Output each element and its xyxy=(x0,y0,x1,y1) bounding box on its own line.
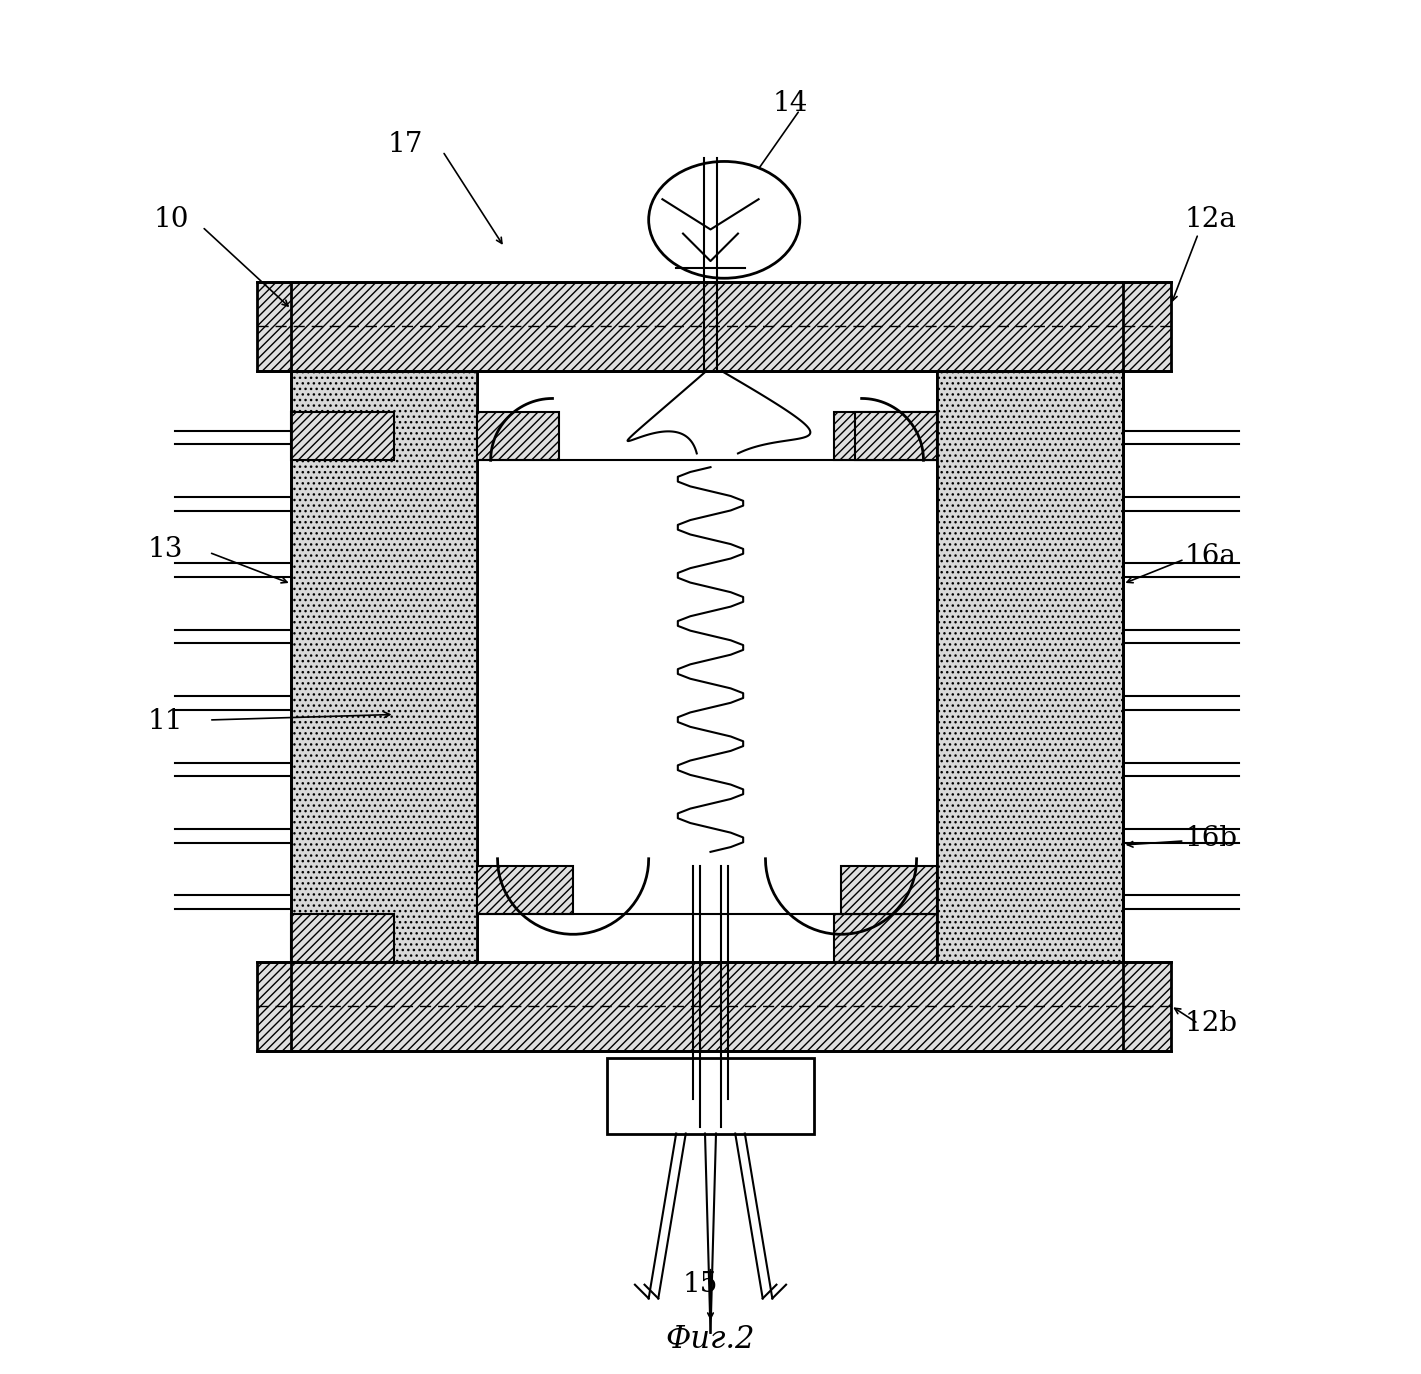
Text: 16b: 16b xyxy=(1185,824,1238,852)
Bar xyxy=(291,914,395,962)
Text: 10: 10 xyxy=(153,206,189,234)
Text: 15: 15 xyxy=(684,1271,719,1298)
Text: 13: 13 xyxy=(148,536,182,563)
Text: 17: 17 xyxy=(388,131,423,158)
Text: 14: 14 xyxy=(773,89,807,117)
Text: Фиг.2: Фиг.2 xyxy=(666,1325,755,1355)
Bar xyxy=(257,962,1171,1051)
Text: 12a: 12a xyxy=(1185,206,1236,234)
Bar xyxy=(291,412,395,460)
Bar xyxy=(477,866,573,914)
Bar xyxy=(477,412,560,460)
Bar xyxy=(841,866,938,914)
Bar xyxy=(855,412,938,460)
Ellipse shape xyxy=(648,162,800,278)
Bar xyxy=(834,412,938,460)
Bar xyxy=(607,1058,814,1134)
Bar xyxy=(291,371,477,969)
Text: 11: 11 xyxy=(148,708,183,735)
Bar xyxy=(938,371,1123,969)
Text: 16a: 16a xyxy=(1185,543,1236,570)
Bar xyxy=(477,371,938,962)
Bar xyxy=(834,914,938,962)
Text: 12b: 12b xyxy=(1185,1010,1238,1037)
Bar xyxy=(257,282,1171,371)
